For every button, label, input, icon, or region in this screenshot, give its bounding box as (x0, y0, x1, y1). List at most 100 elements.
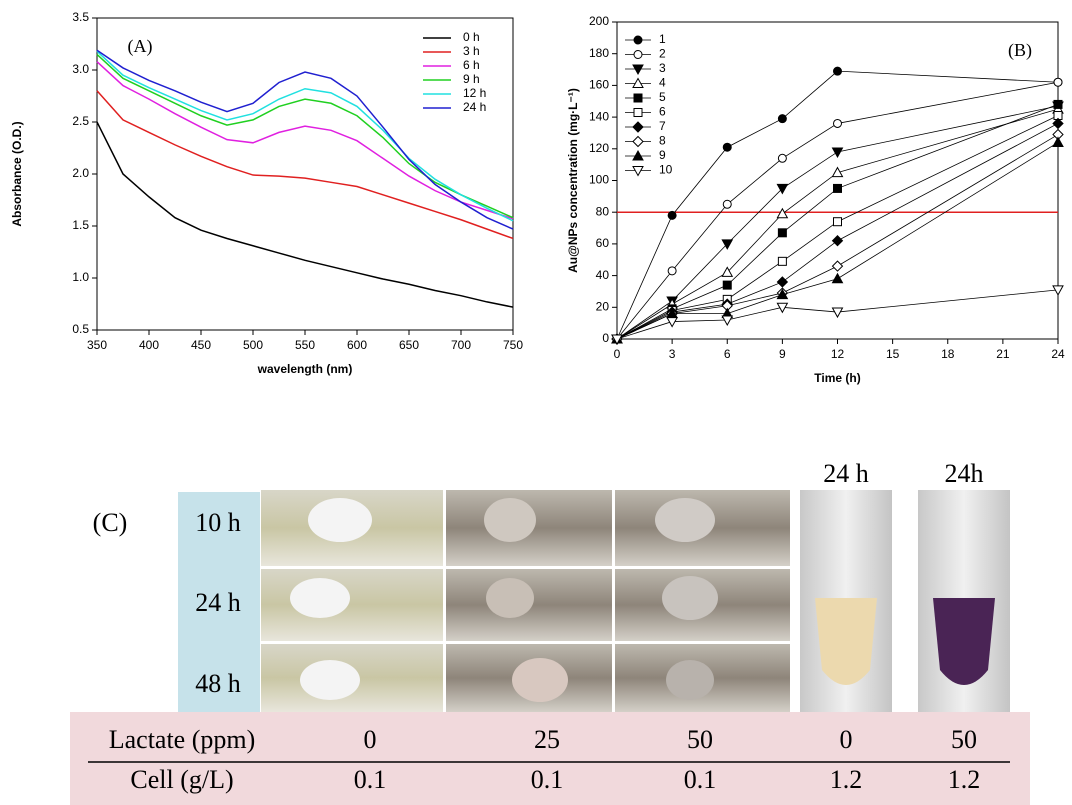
series-line (616, 81, 1059, 340)
legend-marker (632, 149, 644, 161)
x-tick-label: 750 (503, 338, 523, 352)
marker (1052, 136, 1064, 147)
legend-marker (632, 166, 644, 177)
tube-label: 24h (945, 459, 984, 488)
series-line (616, 105, 1059, 340)
marker (777, 153, 787, 163)
marker (776, 302, 789, 314)
series-line (616, 104, 1059, 340)
row-label: 24 h (195, 588, 241, 617)
tube-label: 24 h (823, 459, 869, 488)
legend-marker (633, 108, 643, 117)
marker (831, 235, 844, 247)
legend-label: 6 h (463, 58, 480, 72)
marker (833, 217, 842, 227)
series-line (96, 53, 514, 219)
y-tick-label: 80 (596, 204, 610, 218)
y-tick-label: 60 (596, 236, 610, 250)
marker (831, 260, 844, 272)
marker (666, 317, 678, 328)
marker (831, 166, 844, 178)
series-line (616, 115, 1059, 340)
table-row-header: Cell (g/L) (130, 765, 233, 794)
legend: 0 h3 h6 h9 h12 h24 h (423, 30, 486, 114)
series-line (96, 49, 514, 230)
legend-marker (633, 35, 643, 45)
marker (1053, 77, 1063, 87)
table: Lactate (ppm) 0 25 50 0 50 Cell (g/L) 0.1 0.1 0.1… (109, 725, 981, 794)
series-line (616, 108, 1059, 340)
pellet (300, 660, 360, 700)
legend-marker (632, 135, 644, 148)
table-cell: 0 (840, 725, 853, 754)
chart: 0.5 1.0 1.5 2.0 2.5 3.0 3.5 350 400 450 500 550 600 6… (10, 10, 523, 376)
panel-label: (A) (128, 36, 153, 57)
legend-label: 5 (659, 90, 666, 104)
x-tick-label: 550 (295, 338, 315, 352)
y-tick-label: 180 (589, 46, 609, 60)
x-axis-label: wavelength (nm) (257, 362, 353, 376)
legend-marker (632, 77, 644, 88)
table-cell: 0.1 (531, 765, 564, 794)
table-cell: 0.1 (684, 765, 717, 794)
panel-label: (C) (93, 508, 128, 537)
marker (667, 210, 677, 220)
y-axis-label: Au@NPs concentration (mg·L⁻¹) (566, 88, 580, 273)
table-row-header: Lactate (ppm) (109, 725, 256, 754)
vial-photos (261, 490, 790, 712)
pellet (486, 578, 534, 618)
legend-label: 24 h (463, 100, 486, 114)
tube-photos (800, 490, 1010, 712)
y-tick-label: 200 (589, 14, 609, 28)
legend-label: 0 h (463, 30, 480, 44)
pellet (662, 576, 718, 620)
legend-label: 7 (659, 119, 666, 133)
marker (776, 276, 789, 288)
series-line (616, 70, 1059, 340)
panel-c: (C) 10 h 24 h 48 h 24 h 24h Lactate (ppm… (70, 459, 1030, 805)
legend-label: 10 (659, 163, 673, 177)
legend-label: 8 (659, 134, 666, 148)
marker (833, 118, 842, 128)
y-tick-label: 3.5 (72, 10, 89, 24)
marker (722, 142, 732, 152)
marker (777, 228, 787, 238)
legend-marker (633, 50, 643, 59)
marker (722, 199, 732, 209)
y-tick-label: 2.5 (72, 114, 89, 128)
x-tick-label: 700 (451, 338, 471, 352)
table-cell: 0 (364, 725, 377, 754)
x-tick-label: 600 (347, 338, 367, 352)
legend-label: 9 h (463, 72, 480, 86)
pellet (290, 578, 350, 618)
marker (667, 266, 677, 276)
pellet (484, 498, 536, 542)
x-tick-label: 450 (191, 338, 211, 352)
pellet (666, 660, 714, 700)
marker (776, 183, 789, 195)
y-tick-label: 140 (589, 109, 609, 123)
marker (1053, 99, 1063, 109)
series-line (616, 142, 1059, 340)
x-tick-label: 9 (779, 347, 786, 361)
y-tick-label: 20 (596, 299, 610, 313)
marker (776, 288, 789, 300)
row-label: 10 h (195, 508, 241, 537)
x-tick-label: 21 (996, 347, 1010, 361)
marker (721, 239, 734, 250)
y-tick-label: 0 (602, 331, 609, 345)
legend-label: 3 h (463, 44, 480, 58)
y-tick-label: 100 (589, 173, 609, 187)
legend-label: 4 (659, 76, 666, 90)
table-cell: 25 (534, 725, 560, 754)
series-line (96, 121, 514, 308)
legend-label: 2 (659, 47, 666, 61)
marker (611, 334, 623, 346)
marker (831, 307, 844, 319)
y-tick-label: 3.0 (72, 62, 89, 76)
marker (831, 272, 844, 284)
legend-label: 9 (659, 148, 666, 162)
